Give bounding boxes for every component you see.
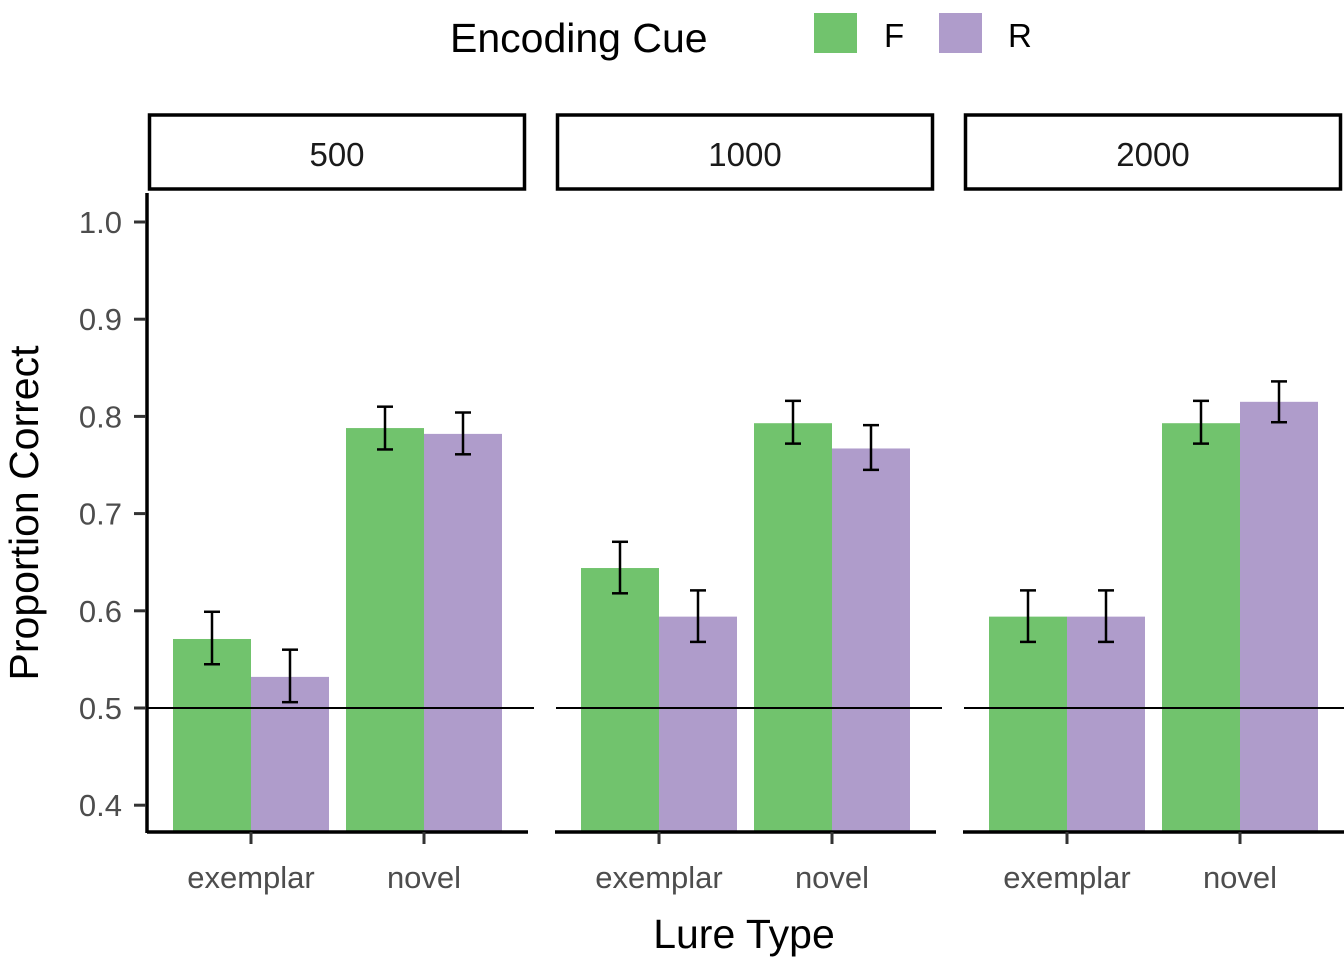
facet-strip-label: 500 — [309, 136, 364, 173]
bar-2000-novel-R — [1240, 401, 1318, 832]
y-tick-label: 0.6 — [79, 594, 122, 629]
facet-panel-500: 500 exemplar novel — [147, 113, 534, 895]
bar-2000-exemplar-F — [989, 616, 1067, 832]
bar-2000-novel-F — [1162, 423, 1240, 832]
y-axis-title: Proportion Correct — [1, 345, 47, 681]
legend-title: Encoding Cue — [450, 15, 708, 61]
y-tick-label: 0.9 — [79, 302, 122, 337]
facet-strip-label: 1000 — [708, 136, 781, 173]
legend-swatch-r — [939, 13, 982, 53]
legend-label-r: R — [1008, 17, 1032, 54]
x-tick-label-novel: novel — [795, 860, 869, 895]
y-tick-label: 0.5 — [79, 691, 122, 726]
bar-2000-exemplar-R — [1067, 616, 1145, 832]
x-tick-label-exemplar: exemplar — [1003, 860, 1131, 895]
error-bar-1000-novel-R — [863, 423, 879, 472]
y-tick-label: 0.8 — [79, 399, 122, 434]
bar-1000-novel-R — [832, 448, 910, 832]
legend: Encoding Cue F R — [450, 13, 1032, 61]
error-bar-2000-exemplar-R — [1098, 589, 1114, 644]
y-axis: 0.4 0.5 0.6 0.7 0.8 0.9 1.0 — [79, 193, 149, 833]
bar-500-novel-F — [346, 428, 424, 832]
y-tick-label: 0.4 — [79, 788, 122, 823]
bar-1000-novel-F — [754, 423, 832, 832]
x-tick-label-exemplar: exemplar — [187, 860, 315, 895]
bar-500-exemplar-F — [173, 638, 251, 832]
facet-strip — [963, 113, 1343, 191]
bar-500-novel-R — [424, 433, 502, 832]
facets: 500 exemplar novel 1000 exemplar novel 2000 exe… — [147, 113, 1344, 895]
facet-strip-label: 2000 — [1116, 136, 1189, 173]
facet-panel-2000: 2000 exemplar novel — [963, 113, 1344, 895]
error-bar-1000-exemplar-R — [690, 589, 706, 644]
error-bar-500-exemplar-F — [204, 610, 220, 666]
error-bar-2000-novel-F — [1193, 399, 1209, 445]
legend-label-f: F — [884, 17, 904, 54]
facet-panel-1000: 1000 exemplar novel — [555, 113, 942, 895]
error-bar-1000-exemplar-F — [612, 540, 628, 595]
facet-strip — [147, 113, 527, 191]
x-axis-title: Lure Type — [653, 911, 835, 957]
x-tick-label-novel: novel — [387, 860, 461, 895]
error-bar-500-exemplar-R — [282, 648, 298, 704]
bar-1000-exemplar-F — [581, 568, 659, 832]
error-bar-2000-exemplar-F — [1020, 589, 1036, 644]
legend-swatch-f — [814, 13, 857, 53]
error-bar-500-novel-F — [377, 405, 393, 451]
y-tick-label: 1.0 — [79, 205, 122, 240]
error-bar-1000-novel-F — [785, 399, 801, 445]
y-tick-label: 0.7 — [79, 497, 122, 532]
x-tick-label-novel: novel — [1203, 860, 1277, 895]
error-bar-2000-novel-R — [1271, 380, 1287, 424]
error-bar-500-novel-R — [455, 411, 471, 456]
facet-strip — [555, 113, 935, 191]
bar-1000-exemplar-R — [659, 616, 737, 832]
x-tick-label-exemplar: exemplar — [595, 860, 723, 895]
